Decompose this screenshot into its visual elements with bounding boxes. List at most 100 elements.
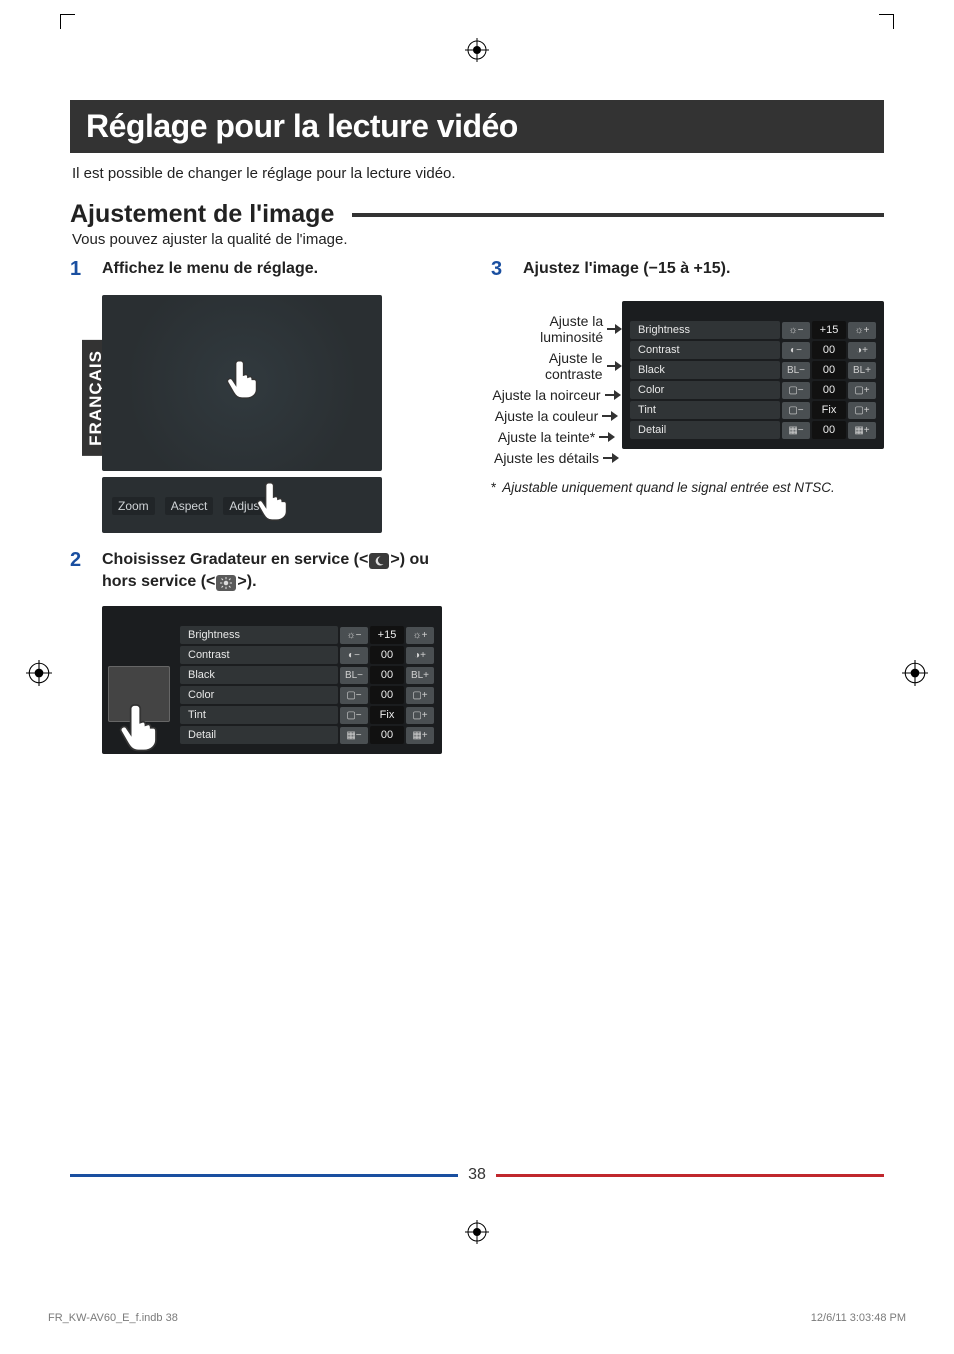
step-1: 1 Affichez le menu de réglage. bbox=[70, 258, 463, 281]
step-2: 2 Choisissez Gradateur en service (<>) o… bbox=[70, 549, 463, 592]
adjust-plus-button[interactable]: ◑+ bbox=[848, 342, 876, 359]
tab-zoom[interactable]: Zoom bbox=[112, 497, 155, 515]
step-2-text: Choisissez Gradateur en service (<>) ou … bbox=[102, 549, 463, 592]
step-3: 3 Ajustez l'image (−15 à +15). bbox=[491, 258, 884, 281]
pointer-labels: Ajuste la luminosité Ajuste le contraste A… bbox=[491, 295, 622, 466]
adjust-label: Brightness bbox=[180, 626, 338, 644]
registration-mark-bottom bbox=[465, 1220, 489, 1244]
adjust-plus-button[interactable]: ▢+ bbox=[848, 402, 876, 419]
adjust-panel-right: Brightness☼−+15☼+Contrast◐−00◑+BlackBL−0… bbox=[622, 301, 884, 449]
adjust-label: Detail bbox=[630, 421, 780, 439]
adjust-minus-button[interactable]: ▢− bbox=[782, 402, 810, 419]
adjust-label: Black bbox=[630, 361, 780, 379]
adjust-row-detail: Detail▦−00▦+ bbox=[180, 726, 434, 744]
adjust-minus-button[interactable]: BL− bbox=[782, 362, 810, 379]
adjust-plus-button[interactable]: ◑+ bbox=[406, 647, 434, 664]
adjust-minus-button[interactable]: ☼− bbox=[340, 627, 368, 644]
pointer-arrow-icon bbox=[607, 362, 623, 370]
adjust-value: +15 bbox=[370, 626, 404, 644]
adjust-plus-button[interactable]: BL+ bbox=[848, 362, 876, 379]
adjust-label: Tint bbox=[180, 706, 338, 724]
adjust-value: 00 bbox=[370, 646, 404, 664]
screenshot-tab-bar: Zoom Aspect Adjust bbox=[102, 477, 382, 533]
adjust-value: 00 bbox=[812, 341, 846, 359]
adjust-value: 00 bbox=[370, 666, 404, 684]
pointer-arrow-icon bbox=[599, 433, 615, 441]
pointer-label: Ajuste la couleur bbox=[495, 408, 599, 424]
adjust-label: Detail bbox=[180, 726, 338, 744]
adjust-row-contrast: Contrast◐−00◑+ bbox=[180, 646, 434, 664]
adjust-value: 00 bbox=[812, 381, 846, 399]
pointer-label: Ajuste le contraste bbox=[491, 350, 603, 382]
subheading-rule bbox=[352, 213, 884, 217]
step-1-number: 1 bbox=[70, 258, 88, 281]
bar-blue bbox=[70, 1174, 458, 1177]
adjust-row-black: BlackBL−00BL+ bbox=[180, 666, 434, 684]
adjust-label: Tint bbox=[630, 401, 780, 419]
adjust-value: Fix bbox=[812, 401, 846, 419]
adjust-value: 00 bbox=[370, 726, 404, 744]
adjust-plus-button[interactable]: ▢+ bbox=[406, 707, 434, 724]
pointer-label: Ajuste la teinte* bbox=[498, 429, 595, 445]
print-footer: FR_KW-AV60_E_f.indb 38 12/6/11 3:03:48 P… bbox=[48, 1312, 906, 1324]
footnote-marker: * bbox=[491, 480, 496, 495]
step-3-text: Ajustez l'image (−15 à +15). bbox=[523, 258, 730, 281]
adjust-row-contrast: Contrast◐−00◑+ bbox=[630, 341, 876, 359]
adjust-plus-button[interactable]: BL+ bbox=[406, 667, 434, 684]
tab-aspect[interactable]: Aspect bbox=[165, 497, 214, 515]
adjust-minus-button[interactable]: ◐− bbox=[782, 342, 810, 359]
adjust-value: +15 bbox=[812, 321, 846, 339]
adjust-minus-button[interactable]: BL− bbox=[340, 667, 368, 684]
page-number-bar: 38 bbox=[70, 1166, 884, 1184]
adjust-panel-left: Brightness☼−+15☼+Contrast◐−00◑+BlackBL−0… bbox=[102, 606, 442, 754]
adjust-label: Brightness bbox=[630, 321, 780, 339]
adjust-minus-button[interactable]: ▢− bbox=[340, 687, 368, 704]
footer-right: 12/6/11 3:03:48 PM bbox=[811, 1312, 906, 1324]
footer-left: FR_KW-AV60_E_f.indb 38 bbox=[48, 1312, 178, 1324]
adjust-row-brightness: Brightness☼−+15☼+ bbox=[630, 321, 876, 339]
adjust-value: 00 bbox=[812, 421, 846, 439]
adjust-label: Color bbox=[180, 686, 338, 704]
adjust-minus-button[interactable]: ☼− bbox=[782, 322, 810, 339]
adjust-plus-button[interactable]: ▢+ bbox=[406, 687, 434, 704]
pointer-label: Ajuste les détails bbox=[494, 450, 599, 466]
footnote-text: Ajustable uniquement quand le signal ent… bbox=[502, 480, 834, 495]
adjust-label: Black bbox=[180, 666, 338, 684]
adjust-row-detail: Detail▦−00▦+ bbox=[630, 421, 876, 439]
pointer-arrow-icon bbox=[605, 391, 621, 399]
registration-mark-left bbox=[26, 660, 52, 686]
adjust-minus-button[interactable]: ◐− bbox=[340, 647, 368, 664]
pointer-label: Ajuste la noirceur bbox=[492, 387, 600, 403]
adjust-value: 00 bbox=[370, 686, 404, 704]
footnote: * Ajustable uniquement quand le signal en… bbox=[491, 480, 884, 495]
adjust-plus-button[interactable]: ▦+ bbox=[848, 422, 876, 439]
pointer-arrow-icon bbox=[602, 412, 618, 420]
pointer-label: Ajuste la luminosité bbox=[491, 313, 603, 345]
bar-red bbox=[496, 1174, 884, 1177]
registration-mark-right bbox=[902, 660, 928, 686]
sun-icon bbox=[216, 575, 236, 591]
crop-mark-tr bbox=[879, 14, 894, 29]
adjust-minus-button[interactable]: ▢− bbox=[340, 707, 368, 724]
adjust-minus-button[interactable]: ▦− bbox=[340, 727, 368, 744]
step-2-text-c: >). bbox=[237, 573, 256, 590]
screenshot-touch-area bbox=[102, 295, 382, 471]
adjust-plus-button[interactable]: ▦+ bbox=[406, 727, 434, 744]
adjust-row-black: BlackBL−00BL+ bbox=[630, 361, 876, 379]
subheading-note: Vous pouvez ajuster la qualité de l'imag… bbox=[72, 231, 884, 248]
adjust-plus-button[interactable]: ▢+ bbox=[848, 382, 876, 399]
adjust-plus-button[interactable]: ☼+ bbox=[848, 322, 876, 339]
adjust-minus-button[interactable]: ▦− bbox=[782, 422, 810, 439]
adjust-row-tint: Tint▢−Fix▢+ bbox=[630, 401, 876, 419]
pointer-composite: Ajuste la luminosité Ajuste le contraste A… bbox=[491, 295, 884, 466]
adjust-minus-button[interactable]: ▢− bbox=[782, 382, 810, 399]
adjust-label: Color bbox=[630, 381, 780, 399]
adjust-plus-button[interactable]: ☼+ bbox=[406, 627, 434, 644]
subheading-text: Ajustement de l'image bbox=[70, 200, 334, 229]
page-number: 38 bbox=[468, 1166, 486, 1184]
pointer-arrow-icon bbox=[603, 454, 619, 462]
pointer-arrow-icon bbox=[607, 325, 622, 333]
adjust-row-color: Color▢−00▢+ bbox=[630, 381, 876, 399]
step-3-number: 3 bbox=[491, 258, 509, 281]
tab-row: Zoom Aspect Adjust bbox=[112, 497, 269, 515]
